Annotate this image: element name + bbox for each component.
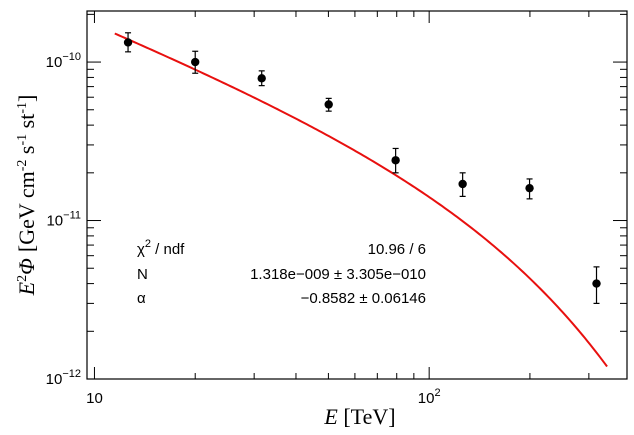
axis-ticks [87, 11, 627, 380]
data-point [257, 74, 266, 83]
y-tick-label: 10−10 [46, 51, 81, 71]
y-tick-label: 10−11 [46, 210, 81, 230]
plot-frame [86, 10, 628, 380]
stats-chi2-value: 10.96 / 6 [368, 241, 426, 258]
fit-curve [114, 32, 608, 368]
stats-n-label: N [137, 266, 148, 283]
data-point [391, 156, 400, 165]
data-point [525, 183, 534, 193]
y-axis-title: E2Φ[GeV cm-2 s-1 st-1] [14, 95, 39, 297]
stats-alpha-label: α [137, 290, 146, 307]
x-tick-label: 10 [86, 390, 103, 407]
fit-layer [114, 32, 608, 368]
data-point [324, 100, 333, 109]
stats-alpha-value: −0.8582 ± 0.06146 [301, 290, 426, 307]
data-points [123, 32, 601, 304]
data-point [592, 279, 601, 288]
stats-chi2-label: χ2 / ndf [137, 238, 185, 258]
fit-stats-box: χ2 / ndf 10.96 / 6 N 1.318e−009 ± 3.305e… [137, 238, 426, 307]
stats-n-value: 1.318e−009 ± 3.305e−010 [250, 266, 426, 283]
data-point [191, 57, 200, 67]
x-axis-title: E [TeV] [323, 404, 395, 429]
data-point [458, 179, 467, 189]
tick-labels: 10 102 10−12 10−11 10−10 [46, 51, 441, 407]
y-tick-label: 10−12 [46, 368, 81, 388]
x-tick-label: 102 [418, 387, 441, 407]
data-point [123, 38, 133, 47]
